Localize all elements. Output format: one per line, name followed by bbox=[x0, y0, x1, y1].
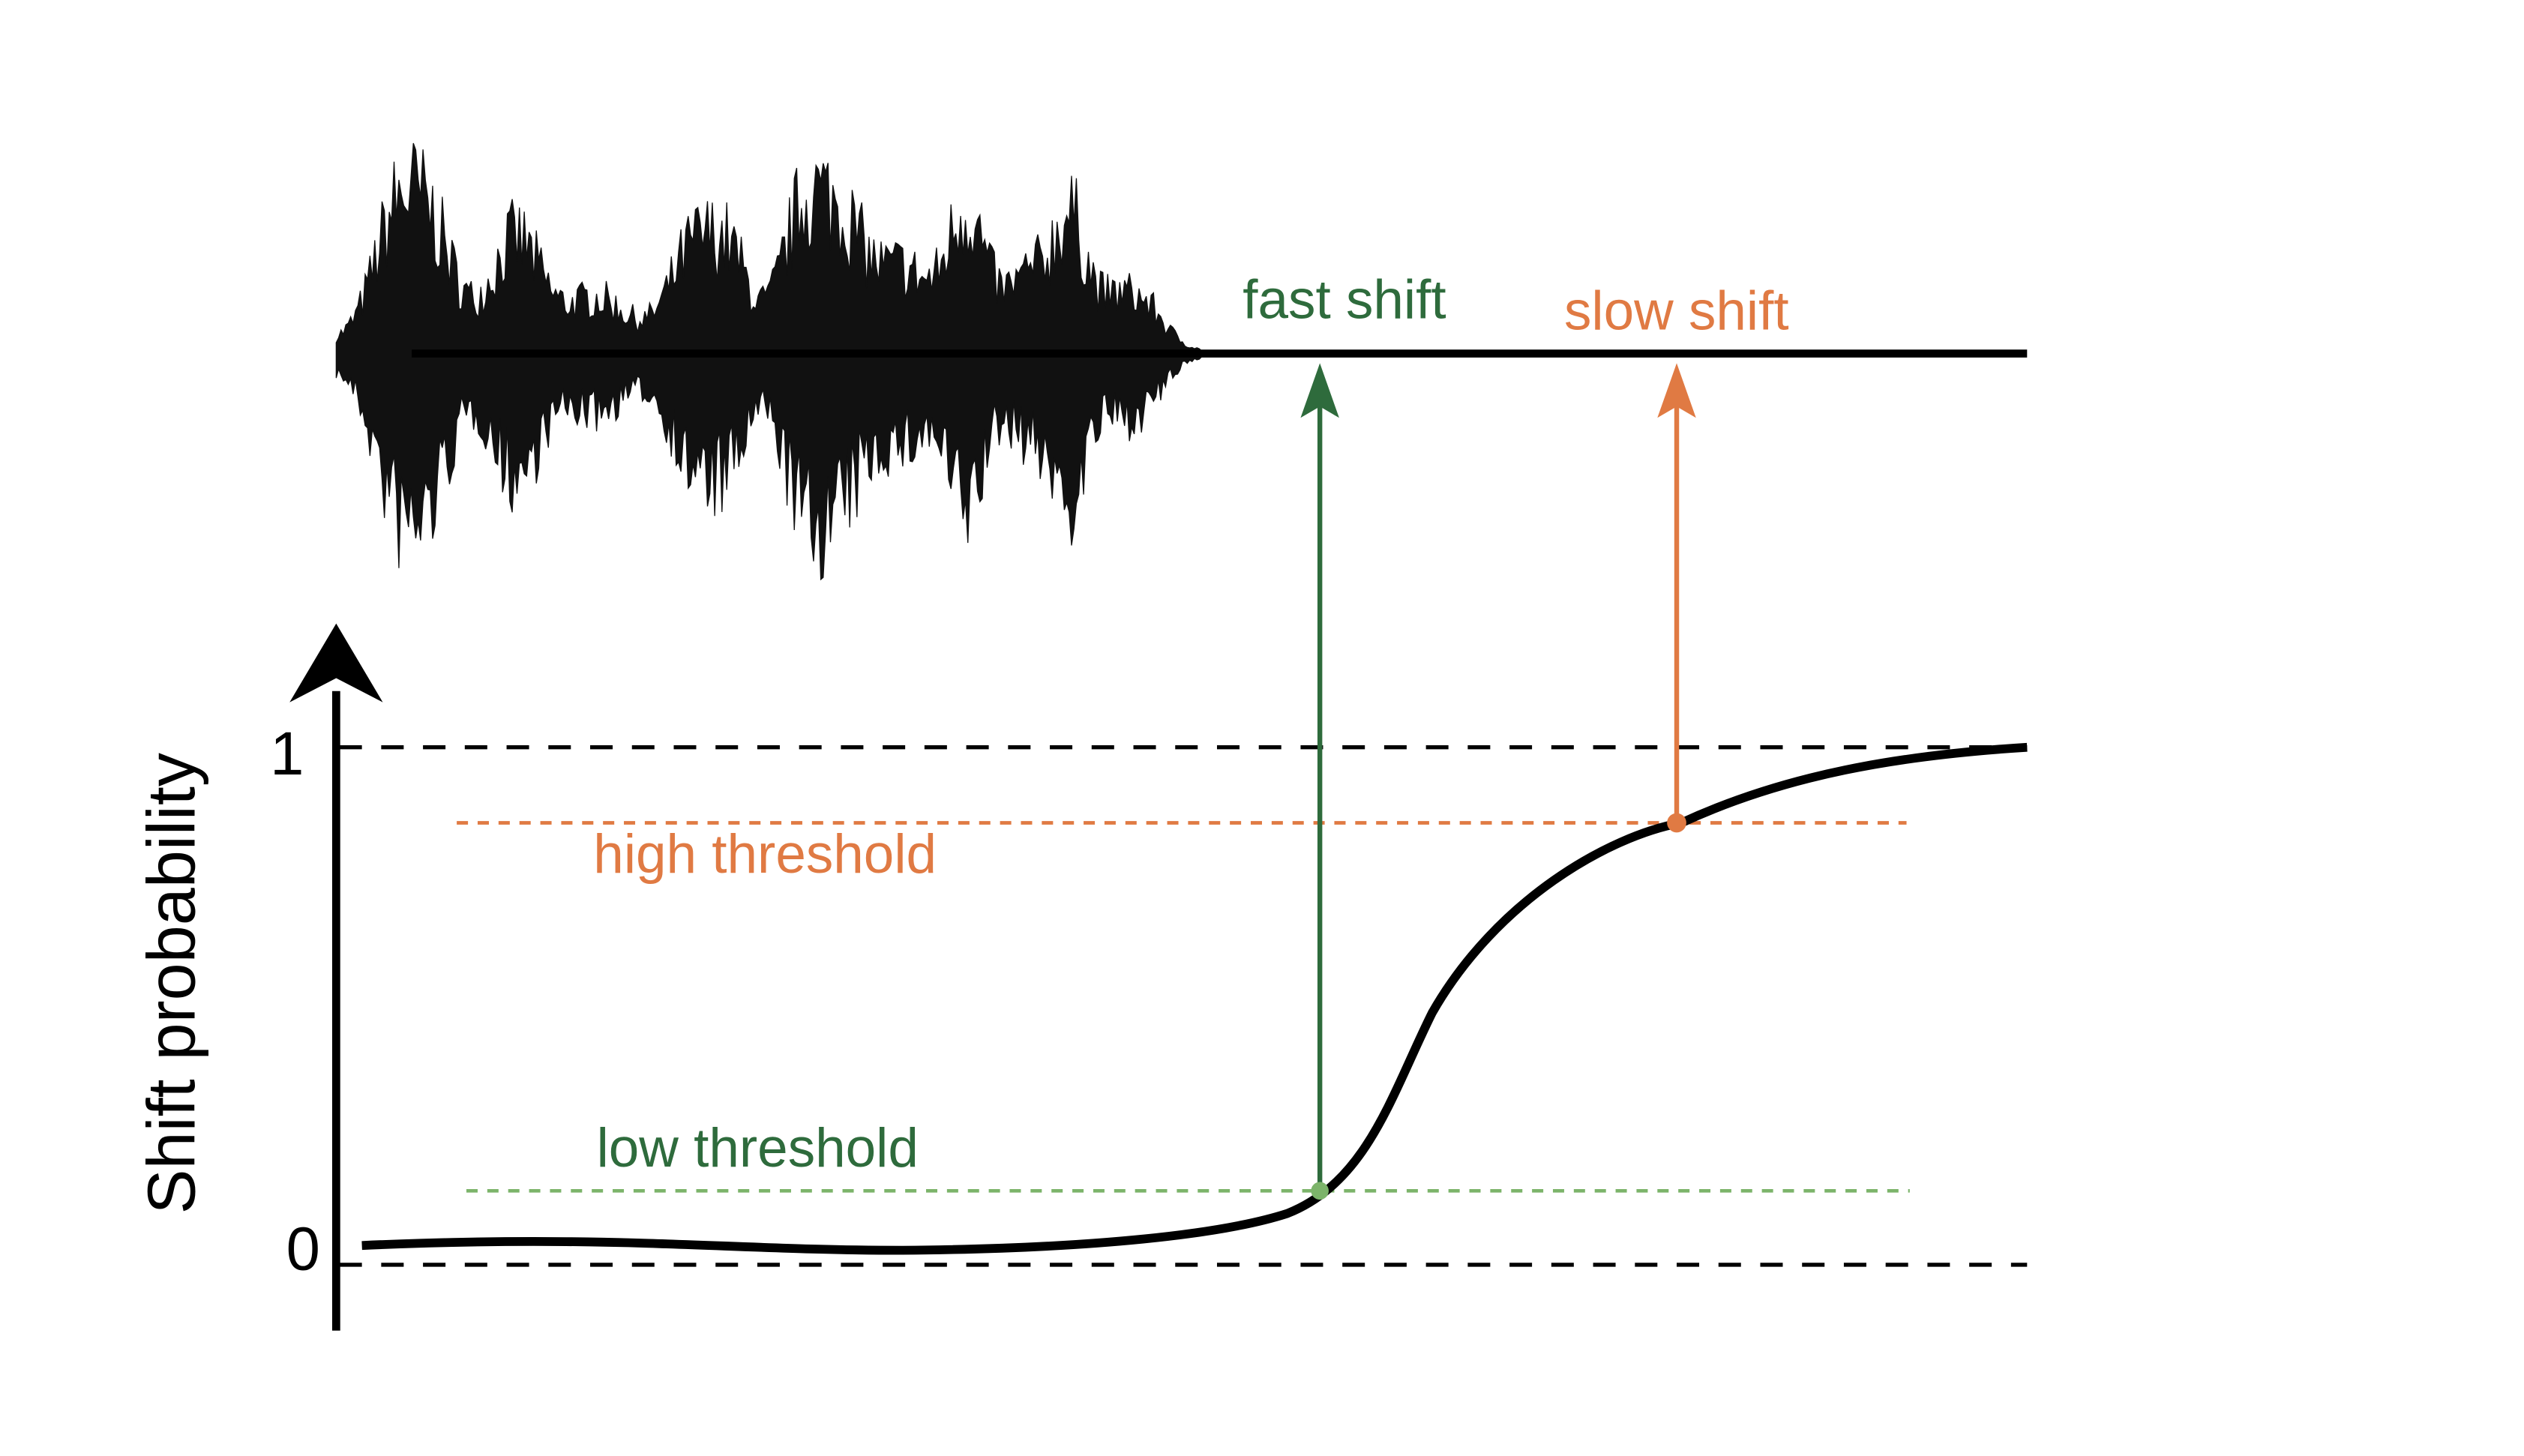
slow-shift-label: slow shift bbox=[1564, 280, 1789, 341]
audio-waveform bbox=[335, 142, 1215, 581]
y-axis-arrow-head bbox=[289, 623, 383, 703]
low-threshold-label: low threshold bbox=[597, 1118, 919, 1179]
fast-shift-label: fast shift bbox=[1243, 269, 1446, 330]
high-threshold-crossing-point bbox=[1667, 813, 1686, 833]
shift-probability-curve bbox=[361, 742, 2028, 1255]
slow-shift-arrow-head bbox=[1657, 363, 1696, 418]
fast-shift-arrow-head bbox=[1300, 363, 1339, 418]
high-threshold-label: high threshold bbox=[593, 824, 937, 885]
y-tick-zero: 0 bbox=[286, 1215, 320, 1283]
y-axis-label: Shift probability bbox=[135, 753, 210, 1214]
y-tick-one: 1 bbox=[270, 720, 304, 788]
low-threshold-crossing-point bbox=[1311, 1182, 1329, 1200]
